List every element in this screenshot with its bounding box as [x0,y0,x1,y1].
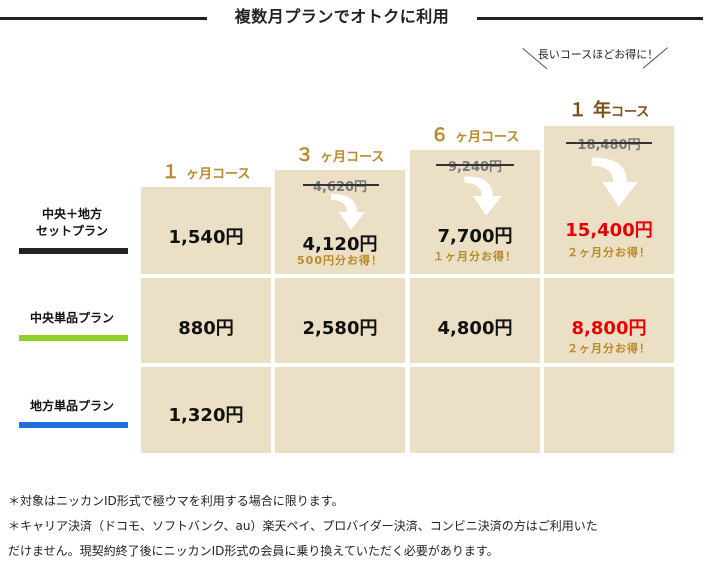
savings-note: 500円分お得！ [297,254,383,267]
course-header-1year: １ 年コース [544,96,674,122]
price: 8,800円 [571,318,647,339]
savings-note: １ヶ月分お得！ [433,250,517,263]
footnote-3: だけません。現契約終了後にニッカンID形式の会員に乗り換えていただく必要がありま… [8,544,499,558]
plan-label-line: 地方単品プラン [29,399,114,413]
course-suffix: コース [211,167,251,182]
strike-line [303,184,379,186]
course-suffix: コース [345,150,385,165]
course-header-3month: ３ ヶ月コース [275,141,405,167]
cell-set-1month: 1,540円 [141,187,271,274]
strike-line [566,142,652,144]
price: 1,540円 [168,227,244,248]
curved-arrow-icon [591,157,638,207]
plan-bar-local [19,422,128,428]
price: 2,580円 [302,318,378,339]
plan-label-set: 中央＋地方 セットプラン [8,206,136,240]
footnote-2: ＊キャリア決済（ドコモ、ソフトバンク、au）楽天ペイ、プロバイダー決済、コンビニ… [8,519,598,533]
price: 4,120円 [302,234,378,255]
curved-arrow-icon [331,194,365,230]
cell-set-3month: 4,620円 4,120円 500円分お得！ [275,170,405,274]
old-price: 18,480円 [577,138,641,153]
heading-rule-left [0,17,207,20]
cell-central-1year: 8,800円 ２ヶ月分お得！ [544,278,674,363]
plan-label-line: 中央単品プラン [29,311,114,325]
plan-label-local: 地方単品プラン [8,398,136,415]
cell-local-3month [275,367,405,453]
cell-local-1year [544,367,674,453]
course-num: ３ [295,145,314,166]
old-price: 4,620円 [312,180,368,195]
old-price: 9,240円 [447,160,503,175]
footnote-1: ＊対象はニッカンID形式で極ウマを利用する場合に限ります。 [8,494,344,508]
curved-arrow-icon [464,176,502,216]
course-suffix: コース [480,130,520,145]
section-title: 複数月プランでオトクに利用 [234,7,450,26]
savings-note: ２ヶ月分お得！ [567,246,651,259]
course-num: １ [161,162,180,183]
cell-central-3month: 2,580円 [275,278,405,363]
price: 1,320円 [168,405,244,426]
callout-text: 長いコースほどお得に！ [537,48,659,61]
cell-set-1year: 18,480円 15,400円 ２ヶ月分お得！ [544,126,674,274]
price: 4,800円 [437,318,513,339]
strike-line [436,164,514,166]
cell-local-1month: 1,320円 [141,367,271,453]
plan-bar-set [19,248,128,254]
course-unit: ヶ月 [454,130,481,145]
course-num: １ [568,100,587,121]
price: 880円 [178,318,234,339]
cell-central-1month: 880円 [141,278,271,363]
savings-note: ２ヶ月分お得！ [567,342,651,355]
plan-label-central: 中央単品プラン [8,310,136,327]
plan-label-line: 中央＋地方 [41,207,102,221]
heading-rule-right [477,17,703,20]
course-suffix: コース [610,105,650,120]
course-num: ６ [430,125,449,146]
plan-bar-central [19,335,128,341]
price: 7,700円 [437,226,513,247]
course-unit: 年 [592,100,611,121]
course-header-1month: １ ヶ月コース [141,158,271,184]
plan-label-line: セットプラン [35,224,108,238]
price: 15,400円 [565,220,653,241]
course-unit: ヶ月 [319,150,346,165]
cell-central-6month: 4,800円 [410,278,540,363]
cell-set-6month: 9,240円 7,700円 １ヶ月分お得！ [410,150,540,274]
course-header-6month: ６ ヶ月コース [410,121,540,147]
course-unit: ヶ月 [185,167,212,182]
cell-local-6month [410,367,540,453]
